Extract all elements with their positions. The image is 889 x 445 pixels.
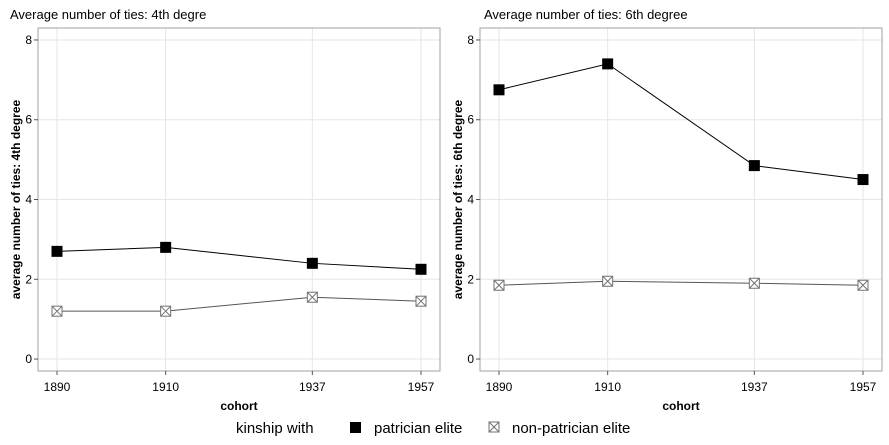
data-point-filled-square <box>493 84 505 96</box>
series-line <box>498 280 864 286</box>
y-tick-label: 4 <box>25 193 32 207</box>
chart-panel: Average number of ties: 4th degre 0 2 4 6 8 18… <box>9 7 441 413</box>
x-axis-title: cohort <box>662 399 699 413</box>
y-tick-label: 6 <box>467 113 474 127</box>
data-point-filled-square <box>857 174 869 186</box>
y-tick-label: 0 <box>467 352 474 366</box>
data-point-crossed-square <box>160 305 172 317</box>
y-tick-label: 0 <box>25 352 32 366</box>
chart-title: Average number of ties: 4th degre <box>10 7 206 22</box>
legend-label: non-patrician elite <box>512 420 630 437</box>
legend-marker-crossed-square <box>488 421 500 433</box>
y-tick-label: 2 <box>25 272 32 286</box>
series-line <box>498 63 864 181</box>
series-patrician-elite <box>51 241 427 275</box>
series-non-patrician-elite <box>493 275 869 291</box>
series-non-patrician-elite <box>51 291 427 317</box>
legend: kinship with patrician elite non-patrician… <box>236 420 630 437</box>
data-point-crossed-square <box>748 277 760 289</box>
series-line <box>57 296 422 312</box>
legend-marker-filled-square <box>350 422 361 433</box>
x-tick-label: 1937 <box>299 380 326 394</box>
y-axis-title: average number of ties: 4th degree <box>9 99 23 299</box>
data-point-crossed-square <box>857 279 869 291</box>
data-point-crossed-square <box>306 291 318 303</box>
chart-panel: Average number of ties: 6th degree 0 2 4 6 8 1… <box>451 7 883 413</box>
series-line <box>56 246 422 270</box>
x-tick-label: 1910 <box>594 380 621 394</box>
x-tick-label: 1890 <box>44 380 71 394</box>
data-point-crossed-square <box>602 275 614 287</box>
y-tick-label: 8 <box>467 33 474 47</box>
data-point-crossed-square <box>415 295 427 307</box>
x-tick-label: 1937 <box>741 380 768 394</box>
y-axis-title: average number of ties: 6th degree <box>451 99 465 299</box>
data-point-filled-square <box>160 241 172 253</box>
data-point-filled-square <box>748 160 760 172</box>
chart-title: Average number of ties: 6th degree <box>484 7 688 22</box>
y-tick-label: 4 <box>467 193 474 207</box>
data-point-crossed-square <box>51 305 63 317</box>
y-tick-label: 6 <box>25 113 32 127</box>
y-tick-label: 2 <box>467 272 474 286</box>
x-tick-label: 1890 <box>486 380 513 394</box>
legend-label: patrician elite <box>374 420 462 437</box>
x-tick-label: 1957 <box>850 380 877 394</box>
data-point-crossed-square <box>493 279 505 291</box>
series-patrician-elite <box>493 58 869 186</box>
data-point-filled-square <box>415 263 427 275</box>
data-point-filled-square <box>602 58 614 70</box>
legend-prefix: kinship with <box>236 420 314 437</box>
data-point-filled-square <box>51 245 63 257</box>
x-tick-label: 1957 <box>408 380 435 394</box>
x-axis-title: cohort <box>220 399 257 413</box>
y-tick-label: 8 <box>25 33 32 47</box>
x-tick-label: 1910 <box>152 380 179 394</box>
data-point-filled-square <box>306 257 318 269</box>
